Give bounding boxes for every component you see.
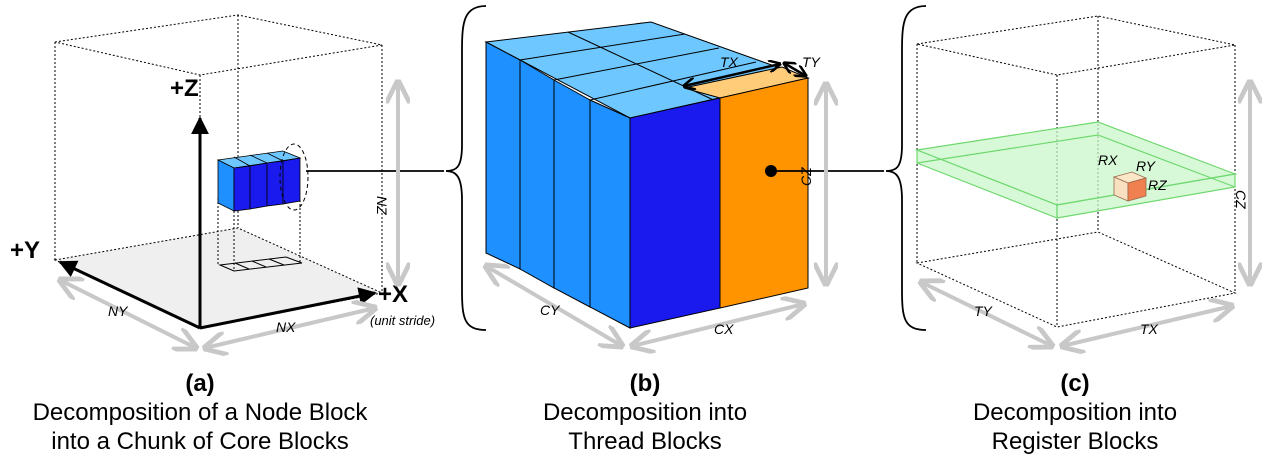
unit-stride-note: (unit stride) — [370, 313, 435, 328]
register-slab — [914, 121, 1238, 219]
caption-a-tag: (a) — [185, 370, 215, 397]
dim-ny-label: NY — [108, 303, 129, 319]
dim-cz-label-b: CZ — [798, 167, 814, 186]
caption-c-line2: Register Blocks — [991, 428, 1159, 455]
caption-a-line2: into a Chunk of Core Blocks — [51, 428, 349, 455]
chunk-footprint — [217, 198, 303, 272]
brace-left-c — [885, 5, 927, 331]
panel-b: TX TY CY CX CZ — [445, 5, 884, 346]
axis-z-label: +Z — [170, 75, 199, 102]
panel-c: RX RY RZ TY TX CZ — [885, 5, 1250, 346]
dim-rx-label: RX — [1098, 152, 1118, 168]
ty-arrow — [784, 63, 806, 76]
dim-rz-label: RZ — [1148, 177, 1167, 193]
dim-cx-label: CX — [714, 321, 734, 337]
panel-a: +Z +Y +X (unit stride) NY NX NZ — [10, 14, 444, 348]
dim-nx-label: NX — [276, 319, 296, 335]
dim-nz-label: NZ — [374, 196, 390, 215]
core-block — [484, 21, 810, 329]
dim-tx-label-c: TX — [1140, 321, 1159, 337]
register-block — [1112, 171, 1148, 202]
caption-b: (b) Decomposition into Thread Blocks — [480, 369, 810, 456]
axis-x-label: +X — [378, 281, 408, 308]
dim-cz-label-c: CZ — [1233, 190, 1249, 209]
caption-a-line1: Decomposition of a Node Block — [32, 399, 368, 426]
caption-c-tag: (c) — [1060, 370, 1090, 397]
tx-arrow — [684, 64, 780, 86]
caption-b-line1: Decomposition into — [542, 399, 748, 426]
dim-tx-label-b: TX — [720, 54, 739, 70]
dimension-arrows-b — [486, 84, 826, 346]
caption-c: (c) Decomposition into Register Blocks — [910, 369, 1240, 456]
caption-a: (a) Decomposition of a Node Block into a… — [0, 369, 400, 456]
selected-core-block-highlight — [279, 143, 309, 211]
dimension-arrows-c — [921, 82, 1250, 346]
caption-c-line1: Decomposition into — [972, 399, 1178, 426]
dimension-arrows-a — [60, 82, 398, 348]
caption-b-line2: Thread Blocks — [568, 428, 722, 455]
core-block-chunk — [216, 150, 302, 212]
axis-y-label: +Y — [10, 237, 40, 264]
caption-b-tag: (b) — [629, 370, 661, 397]
dim-cy-label: CY — [540, 302, 561, 318]
dim-ty-label-b: TY — [802, 54, 822, 70]
dim-ty-label-c: TY — [974, 303, 994, 319]
dim-ry-label: RY — [1136, 158, 1157, 174]
brace-left-b — [445, 5, 487, 331]
